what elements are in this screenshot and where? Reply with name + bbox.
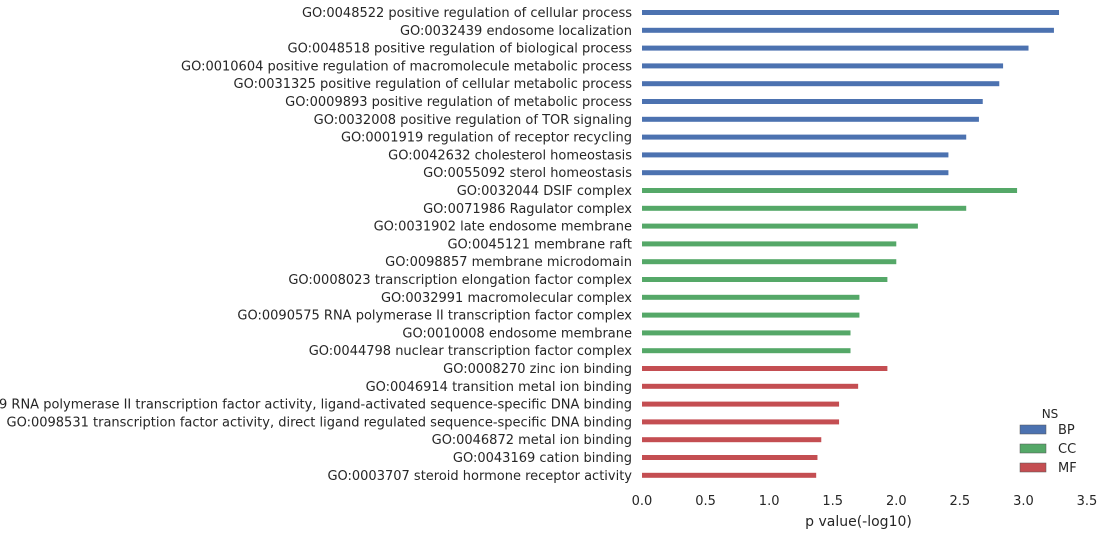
legend-swatch-cc: [1020, 444, 1046, 453]
category-label: GO:0008270 zinc ion binding: [443, 362, 632, 377]
category-label: GO:0001919 regulation of receptor recycl…: [341, 131, 632, 146]
category-label: GO:0045121 membrane raft: [447, 237, 632, 252]
category-label: GO:0048518 positive regulation of biolog…: [288, 42, 633, 57]
legend-swatch-mf: [1020, 463, 1046, 472]
x-tick-label: 3.5: [1077, 494, 1098, 509]
bar-cc-11: [642, 188, 1017, 193]
legend: NS BP CC MF: [1020, 407, 1077, 476]
bar-cc-18: [642, 313, 859, 318]
bar-mf-23: [642, 402, 839, 407]
category-label: GO:0071986 Ragulator complex: [423, 202, 632, 217]
bar-mf-26: [642, 455, 817, 460]
category-label: GO:0048522 positive regulation of cellul…: [302, 6, 632, 21]
x-tick-label: 2.0: [886, 494, 907, 509]
x-tick-label: 0.5: [695, 494, 716, 509]
bar-bp-7: [642, 117, 979, 122]
bar-bp-6: [642, 99, 983, 104]
category-label: GO:0003707 steroid hormone receptor acti…: [327, 469, 632, 484]
category-label: GO:0044798 nuclear transcription factor …: [309, 344, 633, 359]
legend-swatch-bp: [1020, 425, 1046, 434]
bar-bp-10: [642, 170, 948, 175]
category-label: GO:0032008 positive regulation of TOR si…: [314, 113, 632, 128]
bar-bp-4: [642, 63, 1003, 68]
category-label: GO:0055092 sterol homeostasis: [423, 166, 632, 181]
bar-bp-1: [642, 10, 1059, 15]
bar-cc-15: [642, 259, 896, 264]
x-axis-ticks-layer: 0.0 0.5 1.0 1.5 2.0 2.5 3.0 3.5: [632, 494, 1098, 509]
category-label: GO:0046914 transition metal ion binding: [366, 380, 632, 395]
bar-cc-16: [642, 277, 887, 282]
category-label: GO:0032044 DSIF complex: [457, 184, 633, 199]
category-label: GO:0031325 positive regulation of cellul…: [234, 77, 633, 92]
legend-label-bp: BP: [1058, 423, 1075, 438]
category-labels-layer: GO:0048522 positive regulation of cellul…: [0, 6, 632, 484]
bar-cc-13: [642, 224, 918, 229]
bar-cc-17: [642, 295, 859, 300]
category-label: GO:0010008 endosome membrane: [402, 326, 632, 341]
bar-bp-3: [642, 46, 1029, 51]
go-enrichment-bar-chart: GO:0048522 positive regulation of cellul…: [0, 0, 1104, 535]
bar-mf-27: [642, 473, 816, 478]
x-tick-label: 0.0: [632, 494, 653, 509]
x-tick-label: 2.5: [950, 494, 971, 509]
bar-mf-25: [642, 437, 821, 442]
bar-cc-19: [642, 330, 851, 335]
category-label: GO:0031902 late endosome membrane: [374, 220, 632, 235]
category-label: GO:0043169 cation binding: [453, 451, 632, 466]
legend-label-cc: CC: [1058, 442, 1076, 457]
legend-title: NS: [1042, 407, 1059, 421]
category-label: GO:0046872 metal ion binding: [432, 433, 632, 448]
x-tick-label: 3.0: [1013, 494, 1034, 509]
category-label: GO:0098857 membrane microdomain: [385, 255, 632, 270]
category-label: GO:0032991 macromolecular complex: [381, 291, 632, 306]
bar-bp-5: [642, 81, 999, 86]
bars-layer: [642, 10, 1059, 478]
x-tick-label: 1.0: [759, 494, 780, 509]
legend-label-mf: MF: [1058, 461, 1077, 476]
chart-root: GO:0048522 positive regulation of cellul…: [0, 0, 1104, 535]
bar-cc-14: [642, 241, 896, 246]
category-label: GO:0010604 positive regulation of macrom…: [181, 59, 632, 74]
bar-bp-2: [642, 28, 1054, 33]
bar-mf-21: [642, 366, 887, 371]
bar-cc-12: [642, 206, 966, 211]
x-tick-label: 1.5: [822, 494, 843, 509]
category-label: GO:0032439 endosome localization: [400, 24, 632, 39]
category-label: GO:0090575 RNA polymerase II transcripti…: [237, 309, 632, 324]
category-label: GO:0042632 cholesterol homeostasis: [388, 148, 632, 163]
bar-bp-9: [642, 152, 948, 157]
bar-cc-20: [642, 348, 851, 353]
bar-bp-8: [642, 135, 966, 140]
bar-mf-24: [642, 419, 839, 424]
category-label: GO:0004879 RNA polymerase II transcripti…: [0, 398, 632, 413]
category-label: GO:0098531 transcription factor activity…: [7, 415, 632, 430]
bar-mf-22: [642, 384, 858, 389]
x-axis-title: p value(-log10): [805, 514, 912, 530]
category-label: GO:0008023 transcription elongation fact…: [288, 273, 632, 288]
category-label: GO:0009893 positive regulation of metabo…: [285, 95, 632, 110]
